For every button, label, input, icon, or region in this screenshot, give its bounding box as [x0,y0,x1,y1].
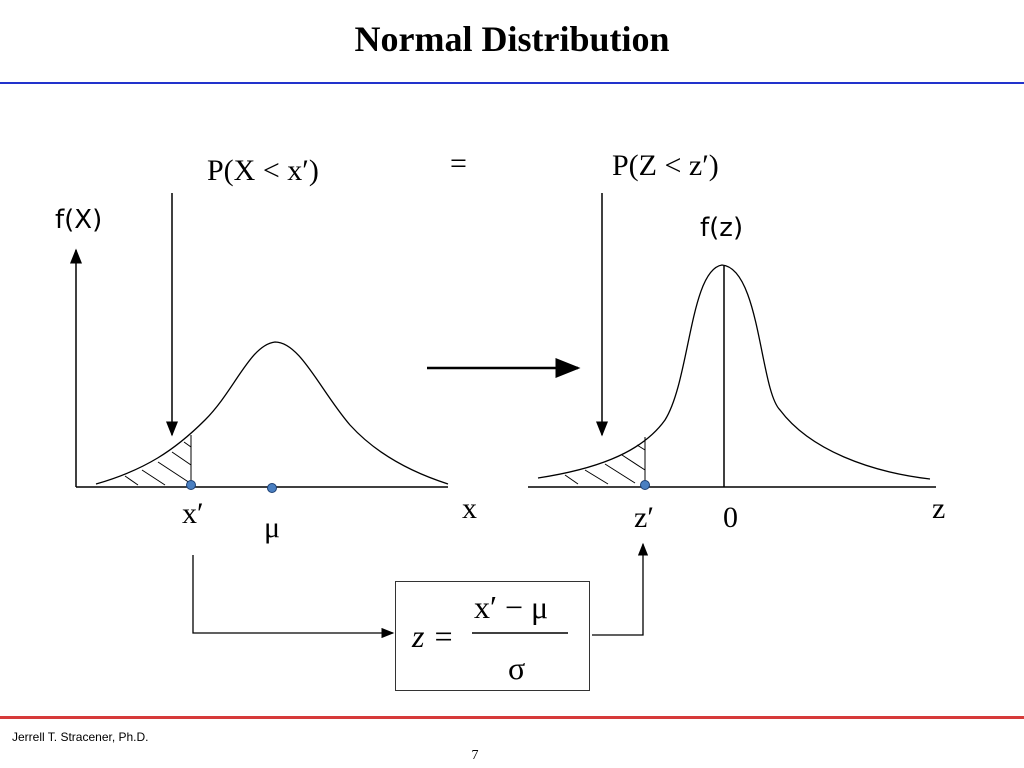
left-y-axis-label: f(X) [55,205,102,235]
formula-denominator: σ [508,650,525,686]
formula-lhs: z = [411,618,454,654]
left-shaded-tail [100,435,191,485]
x-to-formula-connector [192,555,395,639]
formula-to-z-connector [592,542,649,636]
left-plot: f(X) x x′ μ P(X < x′) [55,154,477,544]
right-x-axis-label: z [932,492,945,525]
zprime-marker [640,480,650,490]
xprime-label: x′ [182,497,204,530]
z-formula-box: z = x′ − μ σ [395,581,590,691]
right-prob-label: P(Z < z′) [612,149,719,182]
formula-numerator: x′ − μ [474,589,548,625]
equals-sign: = [450,147,467,180]
zero-label: 0 [723,501,738,534]
page-number: 7 [471,748,479,763]
mu-marker [267,483,277,493]
right-hatching [564,444,646,485]
left-bell-curve [95,341,449,485]
title-rule [0,82,1024,84]
zprime-label: z′ [634,501,654,534]
left-x-axis-label: x [462,492,477,525]
left-prob-label: P(X < x′) [207,154,319,187]
right-plot: f(z) z z′ 0 P(Z < z′) [528,149,945,534]
right-y-axis-label: f(z) [700,213,743,243]
left-hatching [124,441,192,486]
xprime-marker [186,480,196,490]
mu-label: μ [264,511,280,544]
right-bell-curve [537,264,931,480]
footer-rule [0,716,1024,719]
footer-author: Jerrell T. Stracener, Ph.D. [12,730,149,744]
slide-title: Normal Distribution [354,19,670,59]
